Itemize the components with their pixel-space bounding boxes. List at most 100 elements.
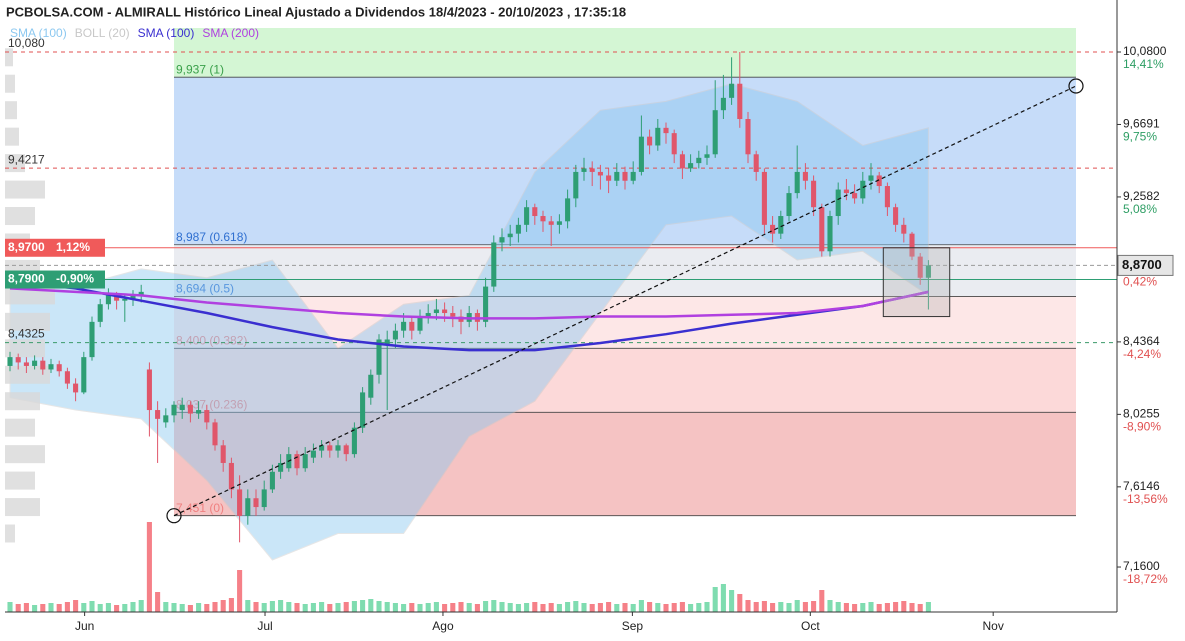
candle-body: [499, 237, 505, 243]
volume-bar: [138, 600, 144, 612]
volume-bar: [376, 601, 382, 612]
candle-body: [130, 295, 136, 299]
candle-body: [81, 357, 87, 393]
volume-bar: [753, 602, 759, 612]
volume-bar: [835, 602, 841, 612]
volume-bar: [573, 601, 579, 612]
volume-bar: [7, 602, 13, 612]
candle-body: [671, 133, 677, 155]
x-tick-label: Sep: [622, 619, 644, 633]
volume-bar: [351, 601, 357, 612]
volume-bar: [786, 603, 792, 612]
volume-bar: [630, 604, 636, 612]
volume-bar: [614, 604, 620, 612]
volume-bar: [802, 602, 808, 612]
fib-label: 9,937 (1): [176, 62, 224, 76]
volume-profile-bar: [5, 180, 45, 199]
volume-bar: [15, 604, 21, 612]
volume-bar: [712, 587, 718, 612]
legend-entry: SMA (100): [138, 26, 195, 40]
candle-body: [761, 171, 767, 225]
candle-body: [925, 265, 931, 278]
candle-body: [893, 207, 899, 225]
volume-bar: [860, 603, 866, 612]
candle-body: [737, 83, 743, 120]
legend: SMA (100) BOLL (20) SMA (100) SMA (200): [10, 26, 259, 40]
volume-bar: [852, 604, 858, 612]
volume-profile-bar: [5, 207, 35, 226]
candle-body: [368, 374, 374, 398]
volume-bar: [417, 604, 423, 612]
volume-bar: [778, 602, 784, 612]
volume-bar: [925, 602, 931, 612]
candle-body: [310, 450, 316, 458]
chart-title: PCBOLSA.COM - ALMIRALL Histórico Lineal …: [6, 4, 626, 19]
candle-body: [97, 304, 103, 322]
fib-band: [174, 28, 1076, 78]
x-tick-label: Jun: [75, 619, 94, 633]
candle-body: [532, 207, 538, 217]
volume-bar: [515, 604, 521, 612]
volume-bar: [269, 601, 275, 612]
volume-bar: [294, 603, 300, 612]
volume-bar: [876, 604, 882, 612]
volume-bar: [335, 603, 341, 612]
candle-body: [688, 163, 694, 169]
candle-body: [204, 410, 210, 423]
sma-line: [9, 280, 929, 352]
candle-body: [294, 454, 300, 469]
volume-bar: [671, 603, 677, 612]
candle-body: [105, 295, 111, 305]
candle-body: [278, 462, 284, 472]
volume-bar: [253, 602, 259, 612]
candle-body: [376, 339, 382, 375]
candle-body: [171, 404, 177, 416]
volume-bar: [606, 602, 612, 612]
candle-body: [745, 119, 751, 155]
y-tick-pct: 0,42%: [1123, 275, 1157, 289]
candle-body: [827, 216, 833, 252]
candle-body: [212, 422, 218, 446]
y-tick-pct: -8,90%: [1123, 420, 1161, 434]
volume-bar: [130, 602, 136, 612]
volume-bar: [302, 604, 308, 612]
candle-body: [696, 157, 702, 164]
candle-body: [819, 207, 825, 252]
candle-body: [187, 404, 193, 414]
y-tick-pct: -18,72%: [1123, 572, 1168, 586]
volume-bar: [483, 601, 489, 612]
volume-bar: [499, 602, 505, 612]
volume-bar: [466, 603, 472, 612]
volume-bar: [122, 604, 128, 612]
candle-body: [909, 233, 915, 257]
volume-bar: [770, 603, 776, 612]
candle-body: [122, 298, 128, 301]
volume-bar: [597, 603, 603, 612]
candle-body: [261, 489, 267, 508]
candle-body: [589, 168, 595, 172]
volume-bar: [81, 603, 87, 612]
candle-body: [196, 410, 202, 414]
volume-bar: [565, 602, 571, 612]
volume-bar: [704, 602, 710, 612]
volume-bar: [237, 570, 243, 612]
candle-body: [852, 193, 858, 199]
candle-body: [343, 445, 349, 455]
candle-body: [228, 462, 234, 490]
price-tag: [5, 270, 105, 289]
volume-profile-bar: [5, 74, 15, 93]
candle-body: [573, 171, 579, 199]
volume-bar: [794, 600, 800, 612]
sma-line: [9, 287, 929, 320]
volume-bar: [114, 605, 120, 612]
y-tick-pct: -13,56%: [1123, 492, 1168, 506]
candle-body: [778, 216, 784, 234]
volume-bar: [917, 604, 923, 612]
candle-body: [663, 127, 669, 134]
candle-body: [327, 445, 333, 451]
volume-bar: [23, 603, 29, 612]
candle-body: [614, 171, 620, 181]
candle-body: [7, 357, 13, 366]
volume-bar: [589, 604, 595, 612]
y-tick-label: 9,6691: [1123, 117, 1160, 131]
